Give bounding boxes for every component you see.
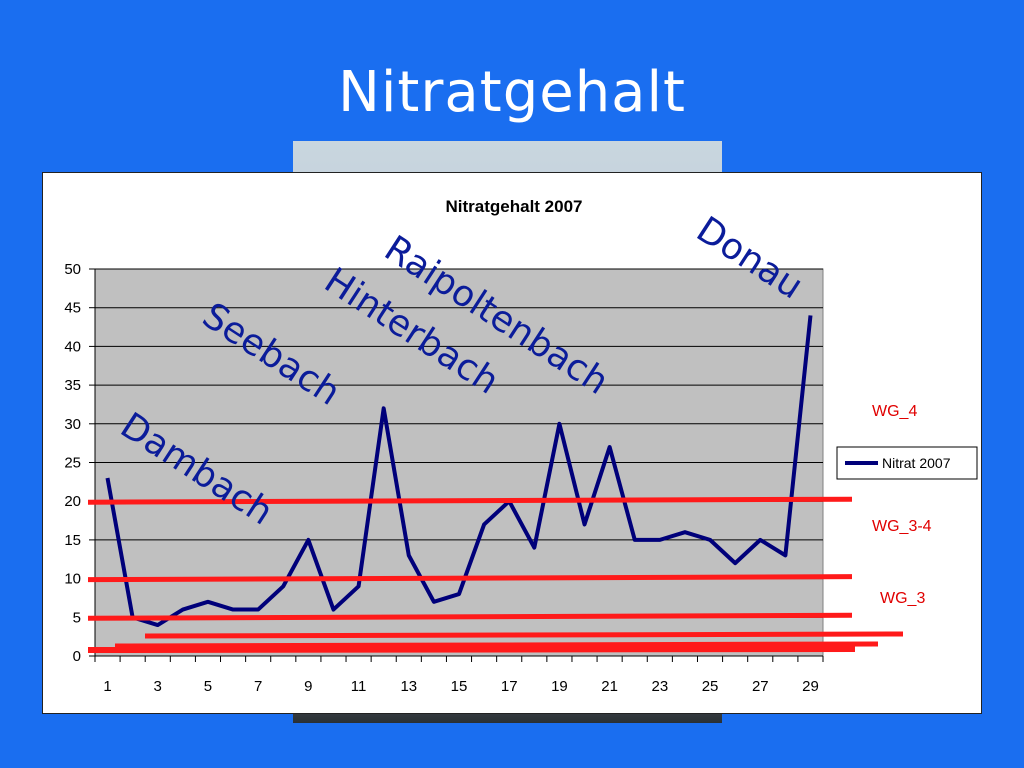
x-tick-label: 15	[451, 678, 468, 695]
threshold-label-wg34: WG_3-4	[872, 518, 932, 535]
x-tick-label: 29	[802, 678, 819, 695]
x-tick-label: 13	[400, 678, 417, 695]
legend: Nitrat 2007	[836, 446, 978, 480]
series-layer	[105, 315, 813, 628]
x-tick-label: 19	[551, 678, 568, 695]
threshold-label-wg3: WG_3	[880, 590, 925, 607]
x-tick-label: 17	[501, 678, 518, 695]
x-tick-label: 23	[652, 678, 669, 695]
y-tick-label: 30	[64, 416, 81, 433]
x-tick-labels: 1 3 5 7 9 11 13 15 17 19 21 23 25 27 29	[94, 656, 824, 695]
y-tick-label: 20	[64, 493, 81, 510]
y-tick-label: 35	[64, 377, 81, 394]
x-tick-label: 5	[204, 678, 212, 695]
x-tick-label: 27	[752, 678, 769, 695]
y-tick-label: 15	[64, 532, 81, 549]
legend-label: Nitrat 2007	[882, 455, 951, 471]
slide-title: Nitratgehalt	[337, 60, 687, 125]
x-tick-label: 25	[702, 678, 719, 695]
x-tick-label: 11	[351, 678, 367, 695]
threshold-label-wg4: WG_4	[872, 403, 917, 420]
baseline-strokes	[87, 631, 904, 653]
baseline-stroke	[114, 641, 879, 649]
y-tick-label: 50	[64, 261, 81, 278]
threshold-line	[87, 574, 853, 583]
threshold-lines	[87, 496, 853, 621]
baseline-stroke	[87, 646, 856, 653]
baseline-stroke	[144, 631, 904, 639]
x-tick-label: 9	[304, 678, 312, 695]
x-tick-label: 7	[254, 678, 262, 695]
y-tick-label: 10	[64, 571, 81, 588]
threshold-line	[87, 496, 853, 505]
y-tick-label: 0	[73, 648, 81, 665]
y-tick-label: 25	[64, 455, 81, 472]
y-tick-label: 5	[73, 609, 81, 626]
chart-title: Nitratgehalt 2007	[446, 197, 583, 216]
threshold-line	[87, 612, 853, 621]
y-tick-labels: 0 5 10 15 20 25 30 35 40 45 50	[64, 261, 95, 665]
x-tick-label: 1	[103, 678, 111, 695]
x-tick-label: 21	[601, 678, 618, 695]
y-tick-label: 40	[64, 338, 81, 355]
x-tick-label: 3	[154, 678, 162, 695]
y-tick-label: 45	[64, 300, 81, 317]
series-line-nitrat-2007	[105, 315, 813, 628]
